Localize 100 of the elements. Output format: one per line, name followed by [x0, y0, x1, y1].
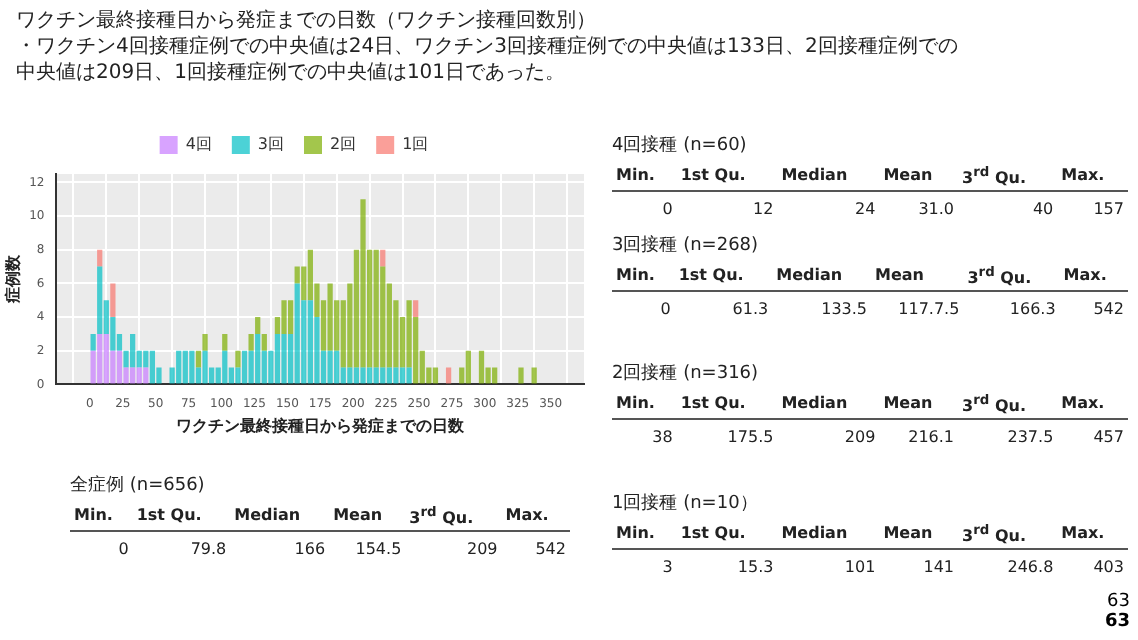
text: Median — [779, 522, 850, 547]
text: 63 — [1105, 592, 1130, 612]
bar — [189, 350, 195, 384]
text: Max. — [1059, 164, 1107, 189]
bar — [531, 367, 537, 384]
text: Mean — [881, 392, 935, 417]
text: Median — [232, 504, 303, 529]
bar — [465, 350, 471, 384]
bar — [130, 367, 136, 384]
bar — [116, 350, 123, 384]
chart-subtitle: ・ワクチン4回接種症例での中央値は24日、ワクチン3回接種症例での中央値は133日、2回接種症例での中央値は209日、1回接種症例での中央値は101日であった。 — [16, 34, 960, 86]
bar — [176, 350, 182, 384]
bar — [97, 249, 103, 267]
bar — [130, 333, 136, 368]
bar — [255, 333, 261, 384]
bar — [518, 367, 524, 384]
text: 101 — [842, 555, 878, 578]
bar — [366, 367, 373, 384]
text: 1st Qu. — [678, 164, 748, 189]
text: Median — [779, 164, 850, 189]
legend-label: 3回 — [257, 135, 285, 154]
legend-label: 1回 — [402, 135, 429, 154]
text: Max. — [1059, 392, 1107, 417]
bar — [222, 350, 228, 384]
bar — [97, 266, 103, 334]
bar — [360, 367, 366, 384]
text: Max. — [1059, 522, 1107, 547]
bar — [248, 333, 254, 351]
text: 61.3 — [730, 297, 771, 320]
text: 3回接種 (n=268) — [612, 233, 761, 258]
text: Mean — [881, 522, 935, 547]
bar — [432, 367, 439, 384]
bar — [195, 350, 202, 368]
bar — [182, 350, 188, 384]
bar — [143, 367, 149, 384]
text: 79.8 — [188, 537, 229, 560]
text: 154.5 — [353, 537, 404, 560]
bar — [202, 333, 208, 351]
text: Max. — [1061, 264, 1109, 289]
text: Median — [774, 264, 845, 289]
text: 237.5 — [1005, 425, 1056, 448]
text: 38 — [650, 425, 675, 448]
text: 12 — [751, 197, 776, 220]
bar — [274, 333, 281, 384]
text: 3 — [660, 555, 675, 578]
bar — [380, 249, 386, 267]
legend-label: 2回 — [330, 135, 357, 154]
bar — [281, 300, 287, 334]
bar — [281, 333, 287, 384]
text: 209 — [842, 425, 878, 448]
text: Min. — [614, 392, 657, 417]
text: Max. — [503, 504, 551, 529]
text: 2回接種 (n=316) — [612, 361, 761, 386]
text: 216.1 — [906, 425, 957, 448]
text: 403 — [1091, 555, 1126, 578]
text: 3$^{rd}$ Qu. — [960, 162, 1028, 191]
text: 542 — [533, 537, 568, 560]
bar — [97, 333, 103, 384]
text: 133.5 — [819, 297, 870, 320]
text: Min. — [614, 522, 657, 547]
bar — [103, 333, 109, 384]
text: 457 — [1091, 425, 1126, 448]
text: 15.3 — [735, 555, 776, 578]
text: 31.0 — [916, 197, 957, 220]
bar — [294, 283, 300, 384]
text: 1st Qu. — [134, 504, 204, 529]
chart-title: ワクチン最終接種日から発症までの日数（ワクチン接種回数別） — [16, 8, 598, 34]
bar — [261, 333, 267, 351]
bar — [307, 300, 313, 384]
text: 全症例 (n=656) — [70, 473, 207, 498]
text: Mean — [873, 264, 926, 289]
text: 0 — [660, 197, 675, 220]
text: Mean — [331, 504, 385, 529]
bar — [255, 317, 261, 334]
text: 3$^{rd}$ Qu. — [960, 520, 1028, 549]
bar — [90, 333, 96, 351]
bar — [373, 367, 379, 384]
bar — [386, 367, 392, 384]
text: 3$^{rd}$ Qu. — [960, 390, 1028, 419]
y-axis-title: 症例数 — [3, 253, 22, 306]
bar — [241, 350, 248, 384]
text: 1st Qu. — [676, 264, 746, 289]
bar — [347, 367, 353, 384]
bar — [110, 283, 116, 318]
bar — [287, 300, 294, 334]
text: 141 — [921, 555, 957, 578]
text: Min. — [614, 164, 657, 189]
text: 4回接種 (n=60) — [612, 133, 749, 158]
text: 24 — [853, 197, 878, 220]
bar — [399, 367, 406, 384]
bar — [334, 350, 340, 384]
bar — [202, 350, 208, 384]
text: Mean — [881, 164, 935, 189]
text: 246.8 — [1005, 555, 1056, 578]
text: 117.7.5 — [896, 297, 962, 320]
bar — [360, 199, 366, 368]
text: 542 — [1091, 297, 1126, 320]
bar — [406, 367, 412, 384]
text: 166 — [292, 537, 328, 560]
text: 40 — [1030, 197, 1056, 220]
